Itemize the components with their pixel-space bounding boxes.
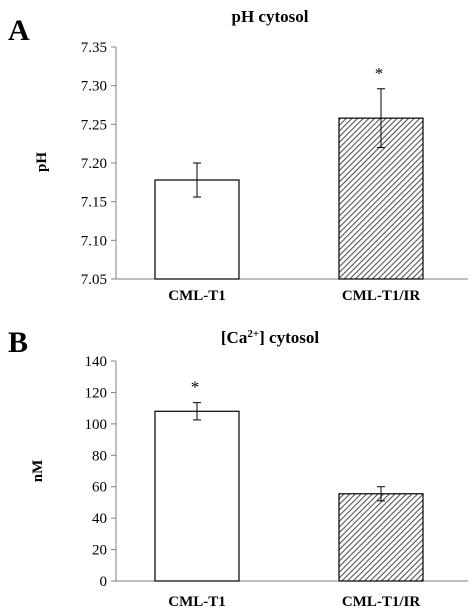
panel-a-ytick-label: 7.35: [81, 40, 107, 56]
panel-b-ytick-label: 0: [100, 574, 108, 590]
panel-b-ytick-label: 140: [85, 354, 108, 370]
panel-a-ylabel: pH: [34, 152, 50, 172]
panel-a-ytick-label: 7.05: [81, 272, 107, 288]
panel-b-bar: [338, 493, 424, 582]
panel-a-ytick-label: 7.30: [81, 79, 107, 95]
panel-a-ytick-label: 7.10: [81, 233, 107, 249]
panel-b: B [Ca2+] cytosol nM 0 20 40 60 80 100 120 140 * C…: [8, 326, 468, 610]
panel-a-letter: A: [8, 14, 30, 47]
panel-b-category-label: CML-T1: [168, 594, 226, 610]
panel-a-marks: 7.05 7.10 7.15 7.20 7.25 7.30 7.35 CML-T1 * CML-T…: [81, 40, 424, 304]
panel-b-ytick-label: 20: [92, 543, 107, 559]
panel-a: A pH cytosol pH 7.05 7.10 7.15 7.20 7.25 7.30…: [8, 7, 468, 304]
panel-a-ytick-label: 7.15: [81, 195, 107, 211]
panel-a-category-label: CML-T1/IR: [342, 288, 421, 304]
panel-a-ytick-label: 7.25: [81, 117, 107, 133]
panel-a-ytick-label: 7.20: [81, 156, 107, 172]
panel-b-ytick-label: 100: [85, 417, 108, 433]
panel-b-title-sup: 2+: [247, 328, 259, 340]
panel-b-title-after: ] cytosol: [259, 328, 319, 347]
panel-b-significance-star: *: [191, 378, 200, 397]
panel-b-ylabel: nM: [30, 460, 46, 483]
panel-b-title-before: [Ca: [221, 328, 248, 347]
panel-b-ytick-label: 60: [92, 480, 107, 496]
panel-b-ytick-label: 120: [85, 385, 108, 401]
panel-a-significance-star: *: [375, 64, 384, 83]
panel-b-title: [Ca2+] cytosol: [221, 328, 319, 347]
panel-b-ytick-label: 40: [92, 511, 107, 527]
panel-b-marks: 0 20 40 60 80 100 120 140 * CML-T1 CML-T1/IR: [85, 354, 424, 610]
panel-a-category-label: CML-T1: [168, 288, 226, 304]
panel-b-category-label: CML-T1/IR: [342, 594, 421, 610]
panel-a-title: pH cytosol: [232, 7, 309, 26]
panel-b-ytick-label: 80: [92, 448, 107, 464]
panel-b-letter: B: [8, 326, 28, 359]
panel-b-bar: [154, 410, 240, 582]
